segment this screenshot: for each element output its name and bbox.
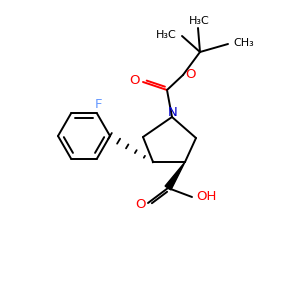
Text: O: O <box>186 68 196 80</box>
Polygon shape <box>165 162 185 190</box>
Text: H₃C: H₃C <box>156 30 176 40</box>
Text: O: O <box>135 199 145 212</box>
Text: F: F <box>94 98 102 111</box>
Text: CH₃: CH₃ <box>234 38 254 48</box>
Text: O: O <box>130 74 140 88</box>
Text: N: N <box>168 106 178 119</box>
Text: H₃C: H₃C <box>189 16 209 26</box>
Text: OH: OH <box>196 190 216 203</box>
